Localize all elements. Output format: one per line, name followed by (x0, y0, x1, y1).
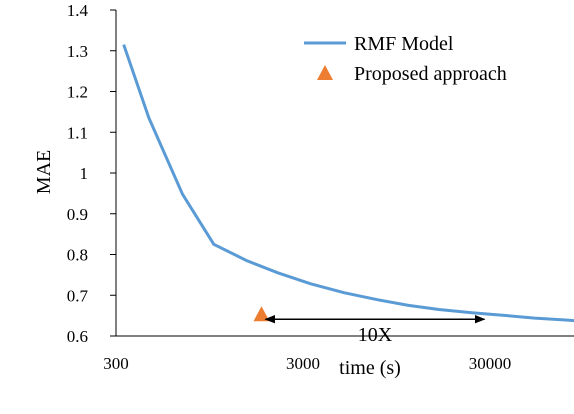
y-tick-label: 1.3 (67, 42, 88, 61)
y-tick-label: 0.6 (67, 327, 88, 346)
x-axis-title: time (s) (339, 357, 401, 379)
x-tick-label: 30000 (469, 354, 512, 373)
y-tick-label: 1.4 (67, 1, 89, 20)
x-axis: 300 3000 30000 (103, 335, 574, 373)
legend-label-proposed: Proposed approach (354, 63, 507, 85)
y-tick-label: 1.2 (67, 83, 88, 102)
plot-area: 10X (122, 44, 574, 346)
legend-label-rmf: RMF Model (354, 33, 454, 55)
legend-triangle-swatch (317, 65, 333, 80)
y-axis: 0.6 0.7 0.8 0.9 1 1.1 1.2 1.3 1.4 (67, 1, 117, 346)
x-tick-label: 3000 (286, 354, 320, 373)
y-tick-label: 0.7 (67, 286, 89, 305)
rmf-model-line (122, 44, 574, 323)
y-axis-title: MAE (33, 150, 55, 194)
y-tick-label: 0.9 (67, 205, 88, 224)
legend: RMF Model Proposed approach (304, 33, 507, 85)
y-tick-label: 1 (80, 164, 89, 183)
y-tick-label: 0.8 (67, 246, 88, 265)
x-tick-label: 300 (103, 354, 129, 373)
y-tick-label: 1.1 (67, 123, 88, 142)
speedup-label: 10X (358, 324, 393, 346)
